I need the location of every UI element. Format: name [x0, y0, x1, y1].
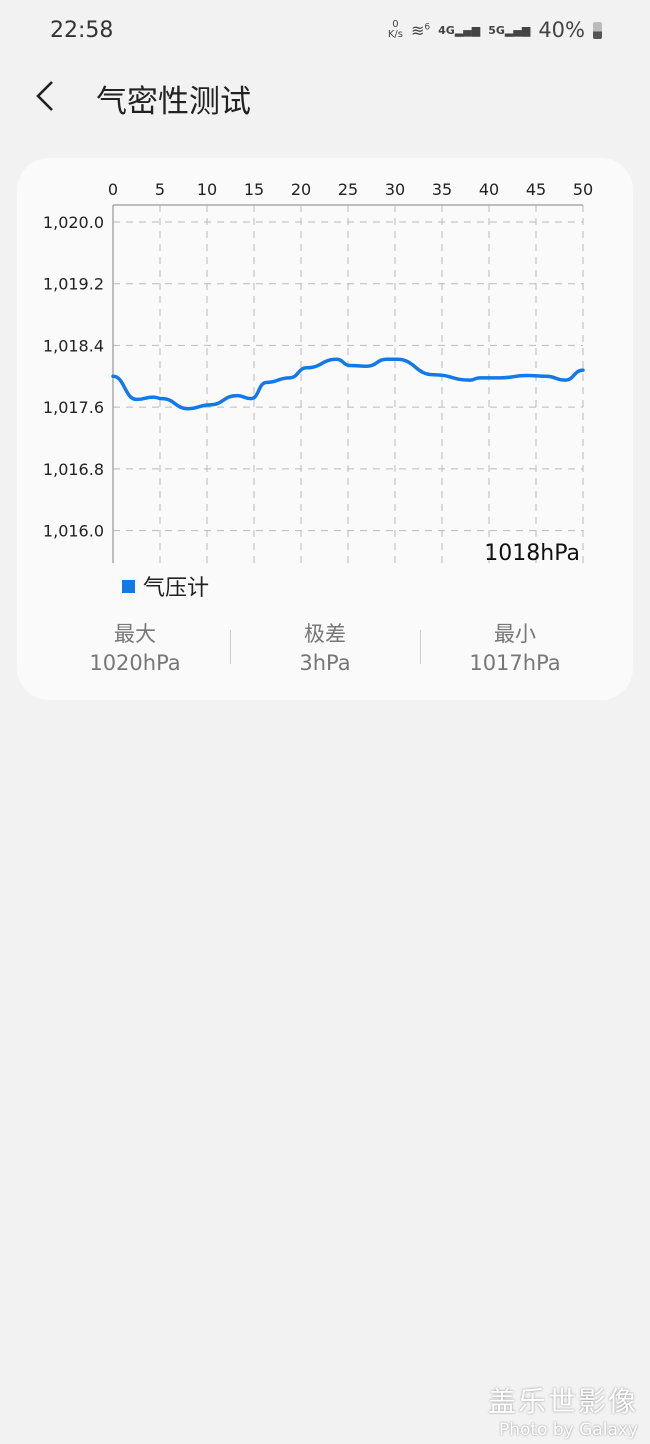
x-tick-label: 45: [526, 180, 546, 199]
y-tick-label: 1,016.8: [43, 460, 104, 479]
wifi-icon: ≋6: [411, 20, 431, 40]
x-tick-label: 40: [479, 180, 499, 199]
stat-min: 最小 1017hPa: [415, 620, 615, 678]
pressure-chart: 0 5 10 15 20 25 30 35 40 45 50 1,020.0 1,019.2 1,018.…: [43, 180, 593, 566]
net-speed: 0 K/s: [388, 20, 403, 40]
stat-range: 极差 3hPa: [225, 620, 425, 678]
stat-max: 最大 1020hPa: [35, 620, 235, 678]
status-icons: 0 K/s ≋6 4G▂▄▆ 5G▂▄▆ 40%: [388, 18, 602, 42]
stat-label: 极差: [304, 622, 346, 646]
stat-value: 1020hPa: [89, 651, 181, 675]
legend-label: 气压计: [143, 576, 210, 601]
y-tick-label: 1,017.6: [43, 398, 104, 417]
battery-icon: [593, 21, 602, 39]
stat-label: 最小: [494, 622, 536, 646]
x-tick-label: 15: [244, 180, 264, 199]
page-title: 气密性测试: [96, 84, 251, 120]
stat-value: 1017hPa: [469, 651, 561, 675]
y-tick-label: 1,016.0: [43, 522, 104, 541]
watermark-line1: 盖乐世影像: [487, 1385, 638, 1418]
y-tick-label: 1,020.0: [43, 213, 104, 232]
divider: [230, 630, 231, 664]
battery-percent: 40%: [538, 18, 585, 42]
wifi-badge: 6: [424, 22, 431, 33]
stat-value: 3hPa: [299, 651, 351, 675]
chart-legend: 气压计: [122, 570, 209, 602]
signal-icon-sim1: 4G▂▄▆: [438, 23, 481, 37]
stat-label: 最大: [114, 622, 156, 646]
chevron-left-icon[interactable]: [30, 76, 60, 116]
x-tick-label: 35: [432, 180, 452, 199]
x-tick-label: 5: [155, 180, 165, 199]
y-tick-label: 1,019.2: [43, 275, 104, 294]
divider: [420, 630, 421, 664]
legend-swatch: [122, 579, 135, 593]
x-tick-label: 20: [291, 180, 311, 199]
signal-icon-sim2: 5G▂▄▆: [488, 23, 531, 37]
x-tick-label: 50: [573, 180, 593, 199]
y-tick-label: 1,018.4: [43, 336, 104, 355]
watermark-line2: Photo by Galaxy: [498, 1420, 638, 1440]
status-time: 22:58: [50, 18, 114, 43]
x-tick-label: 30: [385, 180, 405, 199]
net-speed-value: 0: [392, 19, 399, 30]
chart-card: [17, 158, 633, 700]
watermark: 盖乐世影像 Photo by Galaxy: [488, 1380, 638, 1440]
net-speed-unit: K/s: [387, 29, 404, 40]
series-line: [111, 357, 585, 411]
sim1-label: 4G: [438, 23, 455, 37]
current-value-label: 1018hPa: [484, 541, 580, 566]
sim2-label: 5G: [488, 23, 505, 37]
x-tick-label: 10: [197, 180, 217, 199]
x-tick-label: 0: [108, 180, 118, 199]
x-tick-label: 25: [338, 180, 358, 199]
